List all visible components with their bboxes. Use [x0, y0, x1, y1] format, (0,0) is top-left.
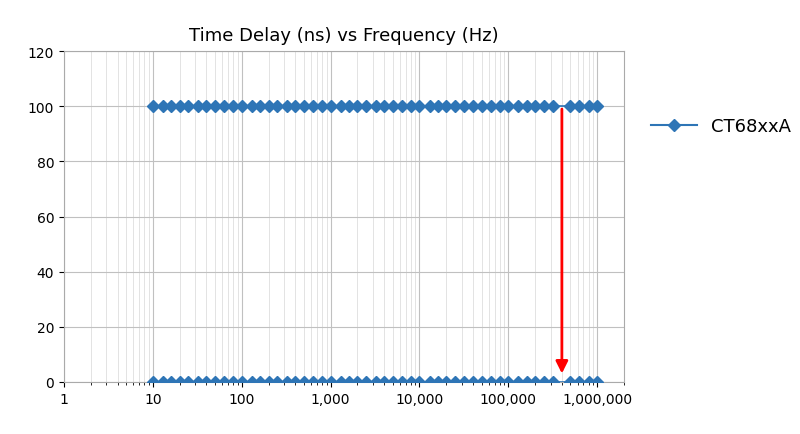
- Title: Time Delay (ns) vs Frequency (Hz): Time Delay (ns) vs Frequency (Hz): [189, 27, 499, 45]
- Legend: CT68xxA: CT68xxA: [644, 111, 798, 143]
